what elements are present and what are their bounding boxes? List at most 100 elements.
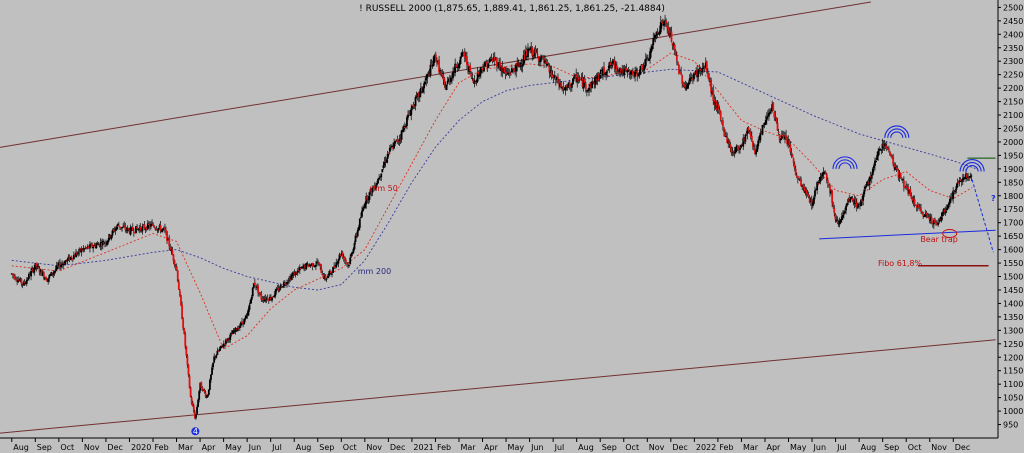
candle-body bbox=[758, 139, 761, 141]
candle-body bbox=[618, 71, 620, 73]
y-tick-label: 1200 bbox=[1003, 353, 1023, 362]
candle-body bbox=[307, 264, 310, 268]
y-tick-label: 1750 bbox=[1003, 205, 1023, 214]
candle-body bbox=[572, 78, 574, 85]
candle-body bbox=[136, 226, 138, 229]
candle-body bbox=[419, 87, 422, 93]
candle-body bbox=[932, 220, 935, 225]
candle-body bbox=[803, 186, 806, 193]
candle-body bbox=[697, 70, 700, 77]
candle-body bbox=[164, 227, 166, 230]
candle-body bbox=[83, 248, 86, 250]
candle-body bbox=[647, 58, 649, 61]
candle-body bbox=[91, 243, 93, 248]
candle-body bbox=[914, 204, 917, 206]
x-tick-label: Oct bbox=[908, 443, 922, 452]
candle-body bbox=[109, 235, 112, 238]
candle-body bbox=[261, 299, 264, 301]
candle-body bbox=[207, 389, 210, 395]
candle-body bbox=[821, 172, 824, 176]
candle-body bbox=[268, 296, 271, 301]
candle-body bbox=[698, 68, 701, 71]
candle-body bbox=[848, 198, 851, 202]
candle-body bbox=[559, 83, 562, 87]
x-tick-label: May bbox=[508, 443, 525, 452]
candle-body bbox=[921, 211, 923, 214]
candle-body bbox=[600, 71, 603, 76]
mm200-label: mm 200 bbox=[358, 267, 391, 276]
candle-body bbox=[221, 346, 224, 348]
candle-body bbox=[920, 208, 922, 212]
y-tick-label: 1450 bbox=[1003, 286, 1023, 295]
candle-body bbox=[785, 135, 787, 139]
candle-body bbox=[78, 248, 81, 252]
candle-body bbox=[418, 91, 421, 98]
candle-body bbox=[765, 116, 768, 121]
candle-body bbox=[34, 263, 37, 269]
candle-body bbox=[605, 72, 608, 75]
candle-body bbox=[161, 228, 164, 230]
candle-body bbox=[245, 315, 248, 318]
candle-body bbox=[730, 148, 733, 153]
candle-body bbox=[403, 127, 406, 129]
candle-body bbox=[160, 229, 163, 232]
candle-body bbox=[573, 76, 575, 79]
candle-body bbox=[670, 31, 673, 42]
candle-body bbox=[342, 257, 345, 259]
candle-body bbox=[183, 328, 186, 334]
candle-body bbox=[468, 66, 470, 73]
candle-body bbox=[750, 135, 753, 141]
candle-body bbox=[565, 85, 568, 88]
candle-body bbox=[316, 261, 318, 264]
candle-body bbox=[322, 275, 325, 279]
candle-body bbox=[130, 227, 133, 229]
candle-body bbox=[960, 180, 963, 182]
candle-body bbox=[860, 199, 862, 207]
candle-body bbox=[830, 190, 832, 194]
candle-body bbox=[128, 229, 131, 234]
candle-body bbox=[200, 381, 203, 388]
candle-body bbox=[57, 262, 60, 266]
candle-body bbox=[719, 111, 722, 120]
candle-body bbox=[22, 282, 25, 286]
candle-body bbox=[577, 77, 580, 81]
candle-body bbox=[623, 68, 626, 75]
candle-body bbox=[101, 241, 104, 246]
candle-body bbox=[886, 148, 889, 150]
candle-body bbox=[452, 71, 454, 79]
lower-channel bbox=[0, 339, 996, 434]
candle-body bbox=[464, 56, 467, 58]
candle-body bbox=[158, 225, 161, 227]
y-tick-label: 2050 bbox=[1003, 124, 1023, 133]
y-tick-label: 2500 bbox=[1003, 3, 1023, 12]
candle-body bbox=[445, 84, 448, 91]
candle-body bbox=[630, 70, 633, 73]
x-tick-label: Feb bbox=[154, 443, 168, 452]
x-tick-label: Aug bbox=[578, 443, 594, 452]
x-tick-label: Oct bbox=[60, 443, 74, 452]
candle-body bbox=[201, 387, 204, 391]
candle-body bbox=[47, 278, 50, 282]
candle-body bbox=[157, 227, 160, 231]
candle-body bbox=[947, 203, 950, 205]
candle-body bbox=[660, 21, 663, 24]
candle-body bbox=[542, 56, 544, 58]
candle-body bbox=[787, 140, 790, 145]
candle-body bbox=[720, 120, 723, 122]
candle-body bbox=[683, 84, 686, 87]
candle-body bbox=[85, 247, 88, 249]
candle-body bbox=[189, 387, 192, 398]
candle-body bbox=[291, 274, 294, 277]
candle-body bbox=[64, 261, 67, 265]
candle-body bbox=[709, 81, 711, 83]
candle-body bbox=[701, 67, 704, 72]
candle-body bbox=[594, 77, 597, 85]
candle-body bbox=[279, 285, 282, 289]
candle-body bbox=[497, 66, 499, 68]
candle-body bbox=[738, 148, 740, 150]
candle-body bbox=[166, 231, 168, 242]
candle-body bbox=[324, 275, 327, 280]
candle-body bbox=[389, 147, 392, 149]
candle-body bbox=[956, 182, 959, 188]
candle-body bbox=[49, 274, 52, 276]
